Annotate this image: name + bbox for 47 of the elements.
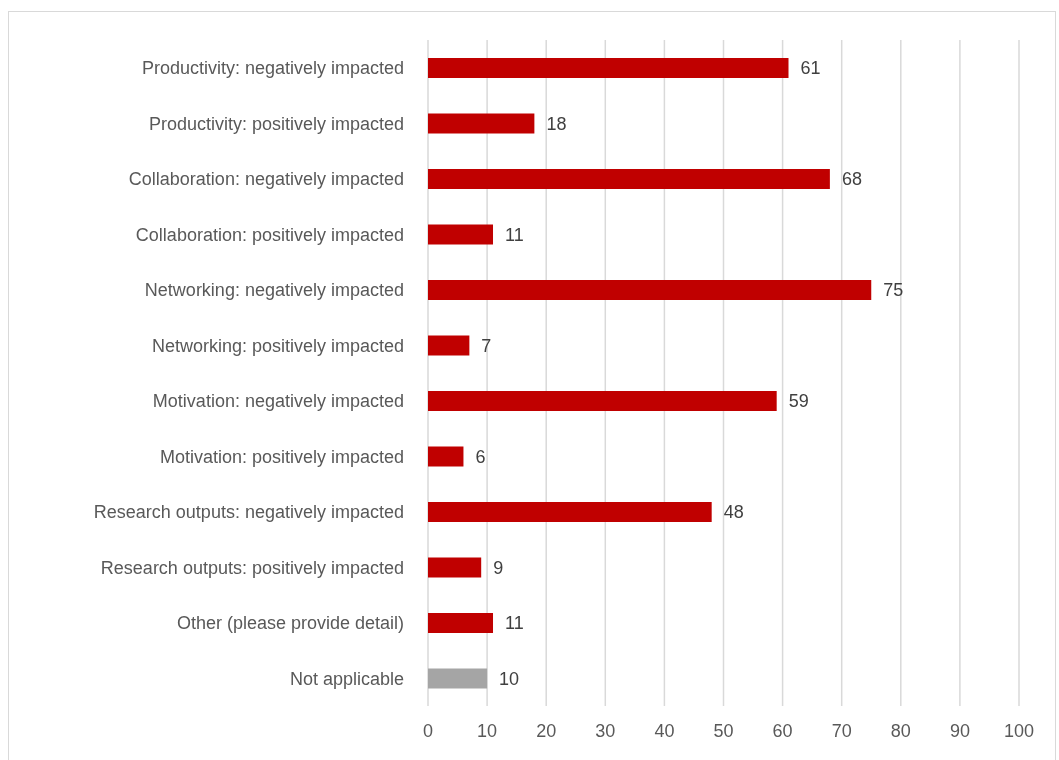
x-tick-label: 40 — [654, 720, 675, 741]
bar — [428, 557, 482, 578]
data-label: 68 — [841, 169, 862, 190]
y-tick-label: Research outputs: negatively impacted — [93, 502, 404, 523]
y-tick-label: Networking: negatively impacted — [144, 280, 404, 301]
y-tick-label: Productivity: negatively impacted — [141, 58, 404, 79]
y-tick-label: Motivation: negatively impacted — [152, 391, 404, 412]
data-label: 6 — [475, 446, 486, 467]
x-tick-label: 90 — [949, 720, 970, 741]
bar — [428, 224, 494, 245]
data-label: 7 — [481, 335, 492, 356]
data-label: 11 — [505, 613, 524, 634]
x-tick-label: 100 — [1003, 720, 1035, 741]
bar — [428, 280, 872, 300]
bar — [428, 502, 712, 522]
data-label: 10 — [499, 668, 520, 689]
x-tick-label: 80 — [890, 720, 911, 741]
x-tick-label: 10 — [477, 720, 498, 741]
x-tick-label: 60 — [772, 720, 793, 741]
y-tick-label: Productivity: positively impacted — [148, 113, 404, 134]
x-tick-label: 70 — [831, 720, 852, 741]
y-tick-label: Other (please provide detail) — [176, 613, 404, 634]
x-tick-label: 50 — [713, 720, 734, 741]
bar — [428, 668, 488, 689]
y-tick-label: Not applicable — [289, 668, 404, 689]
data-label: 9 — [493, 557, 504, 578]
y-tick-label: Research outputs: positively impacted — [100, 557, 404, 578]
bar — [428, 391, 777, 411]
data-label: 18 — [546, 113, 567, 134]
x-tick-label: 0 — [422, 720, 434, 741]
bar — [428, 58, 789, 78]
y-tick-label: Networking: positively impacted — [151, 335, 404, 356]
x-tick-label: 20 — [536, 720, 557, 741]
bar — [428, 113, 535, 134]
data-label: 59 — [788, 391, 809, 412]
bar — [428, 335, 470, 356]
data-label: 61 — [800, 58, 821, 79]
data-label: 48 — [723, 502, 744, 523]
bar — [428, 169, 830, 189]
data-label: 75 — [883, 280, 904, 301]
y-tick-label: Collaboration: negatively impacted — [128, 169, 404, 190]
x-tick-label: 30 — [595, 720, 616, 741]
bar — [428, 613, 494, 633]
data-label: 11 — [505, 224, 524, 245]
bar — [428, 446, 464, 467]
y-tick-label: Motivation: positively impacted — [159, 446, 404, 467]
y-tick-label: Collaboration: positively impacted — [135, 224, 404, 245]
